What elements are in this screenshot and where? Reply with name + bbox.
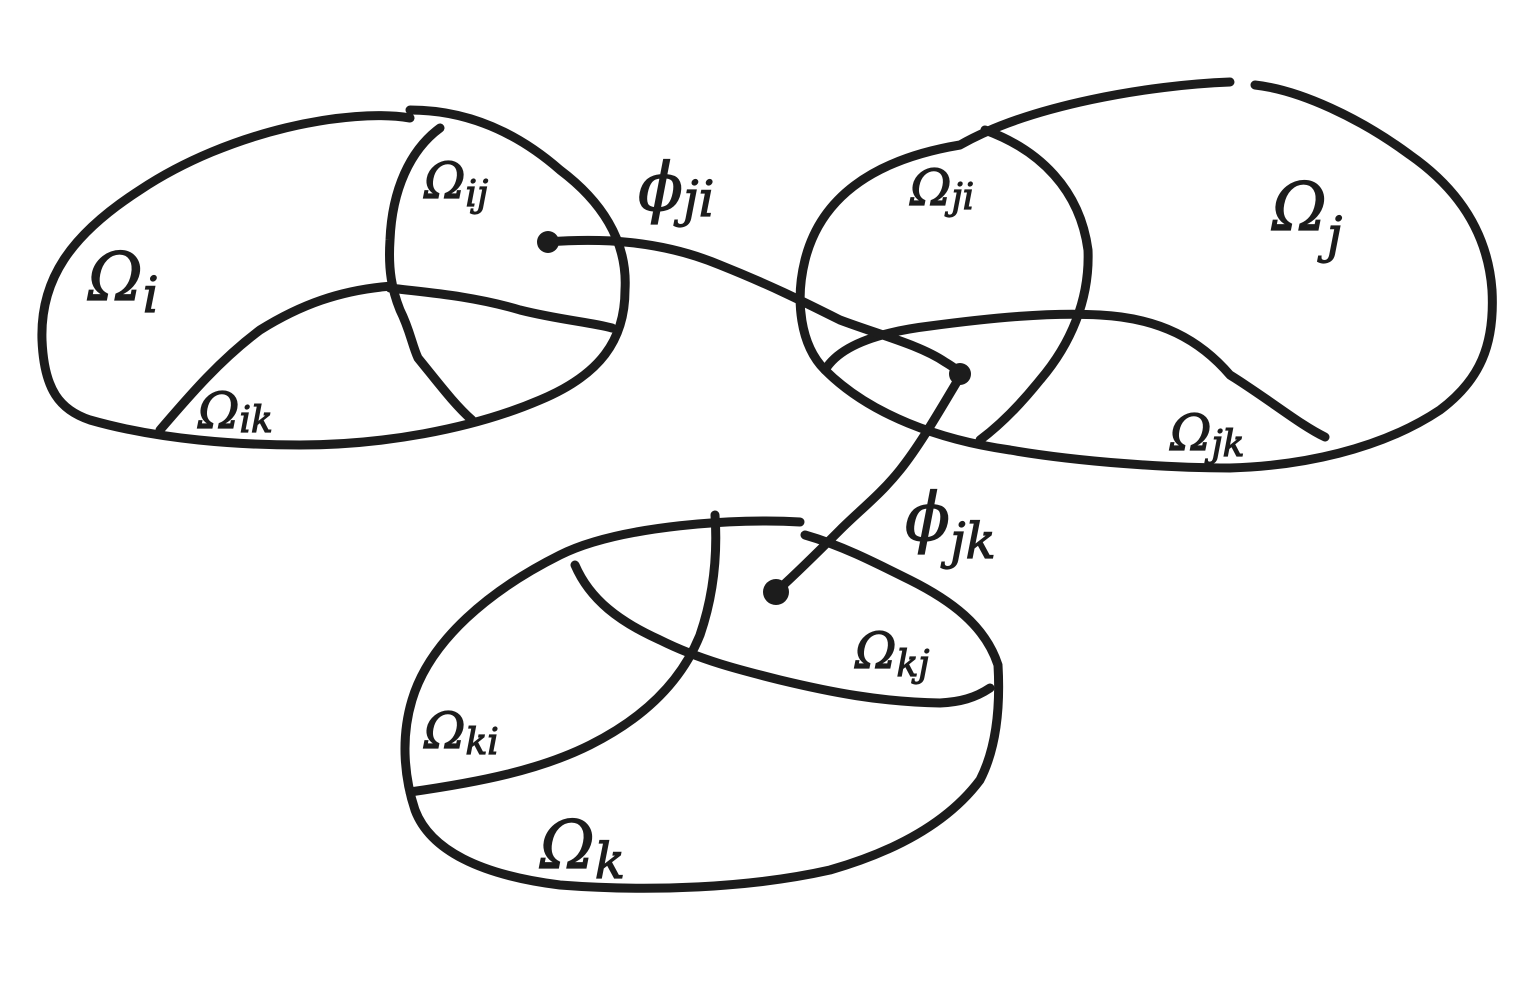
label-omega-ki: Ωki — [423, 702, 499, 763]
label-phi-ji: ϕji — [638, 149, 715, 228]
region-omega-i-ij-lower — [385, 283, 617, 333]
region-omega-i-ij-boundary — [385, 123, 477, 425]
label-omega-ji: Ωji — [909, 159, 974, 218]
region-omega-k-ki-boundary — [405, 510, 721, 797]
region-omega-i — [37, 105, 630, 450]
label-omega-ik: Ωik — [197, 382, 273, 441]
label-phi-jk: ϕjk — [905, 479, 996, 570]
label-omega-i: Ωi — [87, 239, 159, 324]
region-omega-i-boundary — [37, 105, 630, 450]
region-omega-k-kj-boundary — [570, 560, 995, 708]
region-omega-k-boundary — [400, 516, 1004, 893]
transition-maps — [537, 231, 971, 605]
map-phi-jk-end-point — [763, 579, 789, 605]
region-omega-j — [795, 77, 1497, 473]
region-omega-i-ik-boundary — [155, 281, 397, 435]
label-omega-jk: Ωjk — [1169, 404, 1244, 465]
region-omega-j-boundary — [795, 77, 1497, 473]
region-omega-j-ji-boundary — [975, 125, 1093, 445]
label-omega-k: Ωk — [539, 807, 625, 890]
label-omega-j: Ωj — [1271, 169, 1342, 264]
region-omega-j-jk-boundary — [820, 309, 1330, 442]
map-phi-ji-curve — [543, 235, 967, 380]
labels: Ωi Ωj Ωk Ωij Ωik Ωji Ωjk Ωki Ωk — [86, 148, 1342, 890]
label-omega-ij: Ωij — [423, 152, 488, 215]
region-omega-k — [400, 510, 1004, 893]
map-phi-jk-curve — [773, 375, 963, 595]
label-omega-kj: Ωkj — [854, 622, 929, 685]
map-phi-ji-start-point — [537, 231, 559, 253]
